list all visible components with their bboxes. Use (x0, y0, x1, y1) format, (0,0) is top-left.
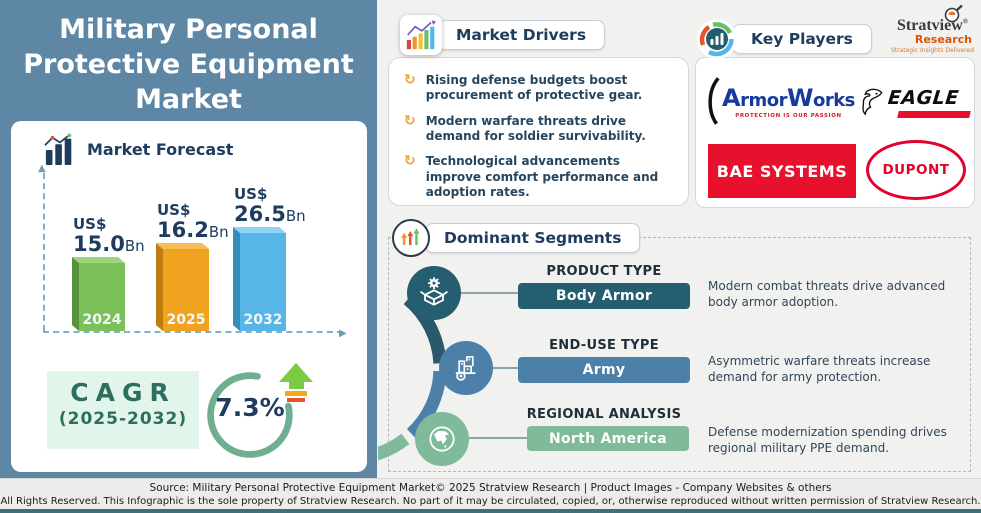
cagr-ring-icon (207, 372, 293, 458)
y-axis-arrow-icon: ▲ (38, 163, 46, 174)
market-forecast-header: Market Forecast (41, 133, 233, 165)
end-use-type-description: Asymmetric warfare threats increase dema… (708, 354, 931, 385)
page-title: Military Personal Protective Equipment M… (23, 14, 354, 116)
connector-line (493, 367, 519, 369)
product-type-badge (407, 266, 461, 320)
cagr-period: (2025-2032) (58, 409, 188, 429)
growth-arrow-icon (279, 363, 313, 402)
key-players-heading: Key Players (732, 24, 872, 54)
globe-north-america-icon (429, 426, 455, 452)
cagr-value: 7.3% (215, 393, 285, 422)
eagle-head-icon (862, 88, 883, 116)
key-players-card: ArmorWorks PROTECTION IS OUR PASSION EAG… (695, 57, 975, 208)
bar-2025: US$ 16.2Bn 2025 (156, 202, 229, 331)
brand-tagline: Strategic Insights Delivered (890, 47, 975, 54)
forecast-bar-chart: ▲ ▶ US$ 15.0Bn 2024 US$ 16.2Bn 2025 (35, 163, 353, 339)
x-axis-arrow-icon: ▶ (339, 328, 347, 339)
dominant-segments-panel (388, 237, 971, 472)
armorworks-swoosh-icon (708, 77, 720, 125)
market-drivers-card: ↻ Rising defense budgets boost procureme… (388, 57, 689, 206)
eagle-logo: EAGLE (860, 72, 971, 132)
footer: Source: Military Personal Protective Equ… (0, 478, 981, 509)
regional-analysis-description: Defense modernization spending drives re… (708, 425, 947, 456)
end-use-type-value: Army (518, 357, 690, 383)
brand-name: Stratview® (897, 17, 968, 34)
circular-arrow-bullet-icon: ↻ (404, 72, 416, 88)
region-badge (415, 412, 469, 466)
product-type-value: Body Armor (518, 283, 690, 309)
market-forecast-card: Market Forecast ▲ ▶ US$ 15.0Bn 2024 US$ 16… (11, 121, 367, 472)
circular-arrow-bullet-icon: ↻ (404, 112, 416, 129)
ring-chart-icon (697, 19, 737, 59)
bae-systems-logo: BAE SYSTEMS (708, 144, 856, 198)
box-gear-icon (419, 277, 449, 306)
bar-2032-value-label: US$ 26.5Bn (234, 185, 306, 226)
x-axis (43, 331, 343, 333)
colorful-bar-chart-icon (400, 15, 442, 55)
bar-chart-trend-icon (44, 133, 72, 165)
market-forecast-heading: Market Forecast (87, 139, 234, 159)
magnifier-icon (944, 4, 963, 23)
bar-2032-year: 2032 (243, 312, 283, 328)
bar-2032: US$ 26.5Bn 2032 (233, 186, 306, 331)
bar-2025-year: 2025 (166, 312, 206, 328)
bar-2024-value-label: US$ 15.0Bn (73, 215, 145, 256)
brand-subname: Research (914, 33, 972, 46)
footer-rights-line: All Rights Reserved. This Infographic is… (0, 496, 981, 507)
footer-source-line: Source: Military Personal Protective Equ… (149, 482, 832, 494)
stratview-logo: Stratview® Research Strategic Insights D… (885, 4, 980, 60)
regional-analysis-value: North America (527, 426, 689, 451)
armorworks-tagline: PROTECTION IS OUR PASSION (735, 112, 842, 119)
regional-analysis-label: REGIONAL ANALYSIS (526, 407, 682, 422)
driver-item: ↻ Rising defense budgets boost procureme… (404, 72, 643, 103)
cagr-label: CAGR (70, 378, 176, 407)
bar-2024-year: 2024 (82, 312, 122, 328)
market-drivers-heading: Market Drivers (437, 20, 606, 50)
y-axis (43, 173, 45, 331)
bar-2024: US$ 15.0Bn 2024 (72, 216, 145, 331)
end-use-type-label: END-USE TYPE (549, 338, 659, 353)
dupont-logo: DUPONT (866, 140, 966, 200)
driver-item: ↻ Modern warfare threats drive demand fo… (404, 112, 646, 144)
key-players-header: Key Players (697, 19, 872, 59)
buildings-gear-icon (455, 356, 476, 381)
growth-arrows-icon (392, 219, 430, 257)
product-type-description: Modern combat threats drive advanced bod… (708, 279, 946, 310)
product-type-label: PRODUCT TYPE (546, 264, 662, 279)
dominant-segments-header: Dominant Segments (392, 219, 641, 257)
left-panel: Military Personal Protective Equipment M… (0, 0, 377, 478)
connector-line (461, 292, 519, 294)
end-use-badge (439, 341, 493, 395)
bar-2025-value-label: US$ 16.2Bn (157, 201, 229, 242)
eagle-red-bar (897, 110, 971, 118)
cagr-block: CAGR (2025-2032) (47, 371, 199, 449)
driver-item: ↻ Technological advancements improve com… (404, 153, 659, 200)
connector-line (469, 437, 529, 439)
circular-arrow-bullet-icon: ↻ (404, 153, 416, 170)
bottom-accent-bar (0, 509, 981, 513)
armorworks-logo: ArmorWorks PROTECTION IS OUR PASSION (706, 68, 858, 134)
dominant-segments-heading: Dominant Segments (425, 223, 641, 253)
market-drivers-header: Market Drivers (400, 15, 606, 55)
